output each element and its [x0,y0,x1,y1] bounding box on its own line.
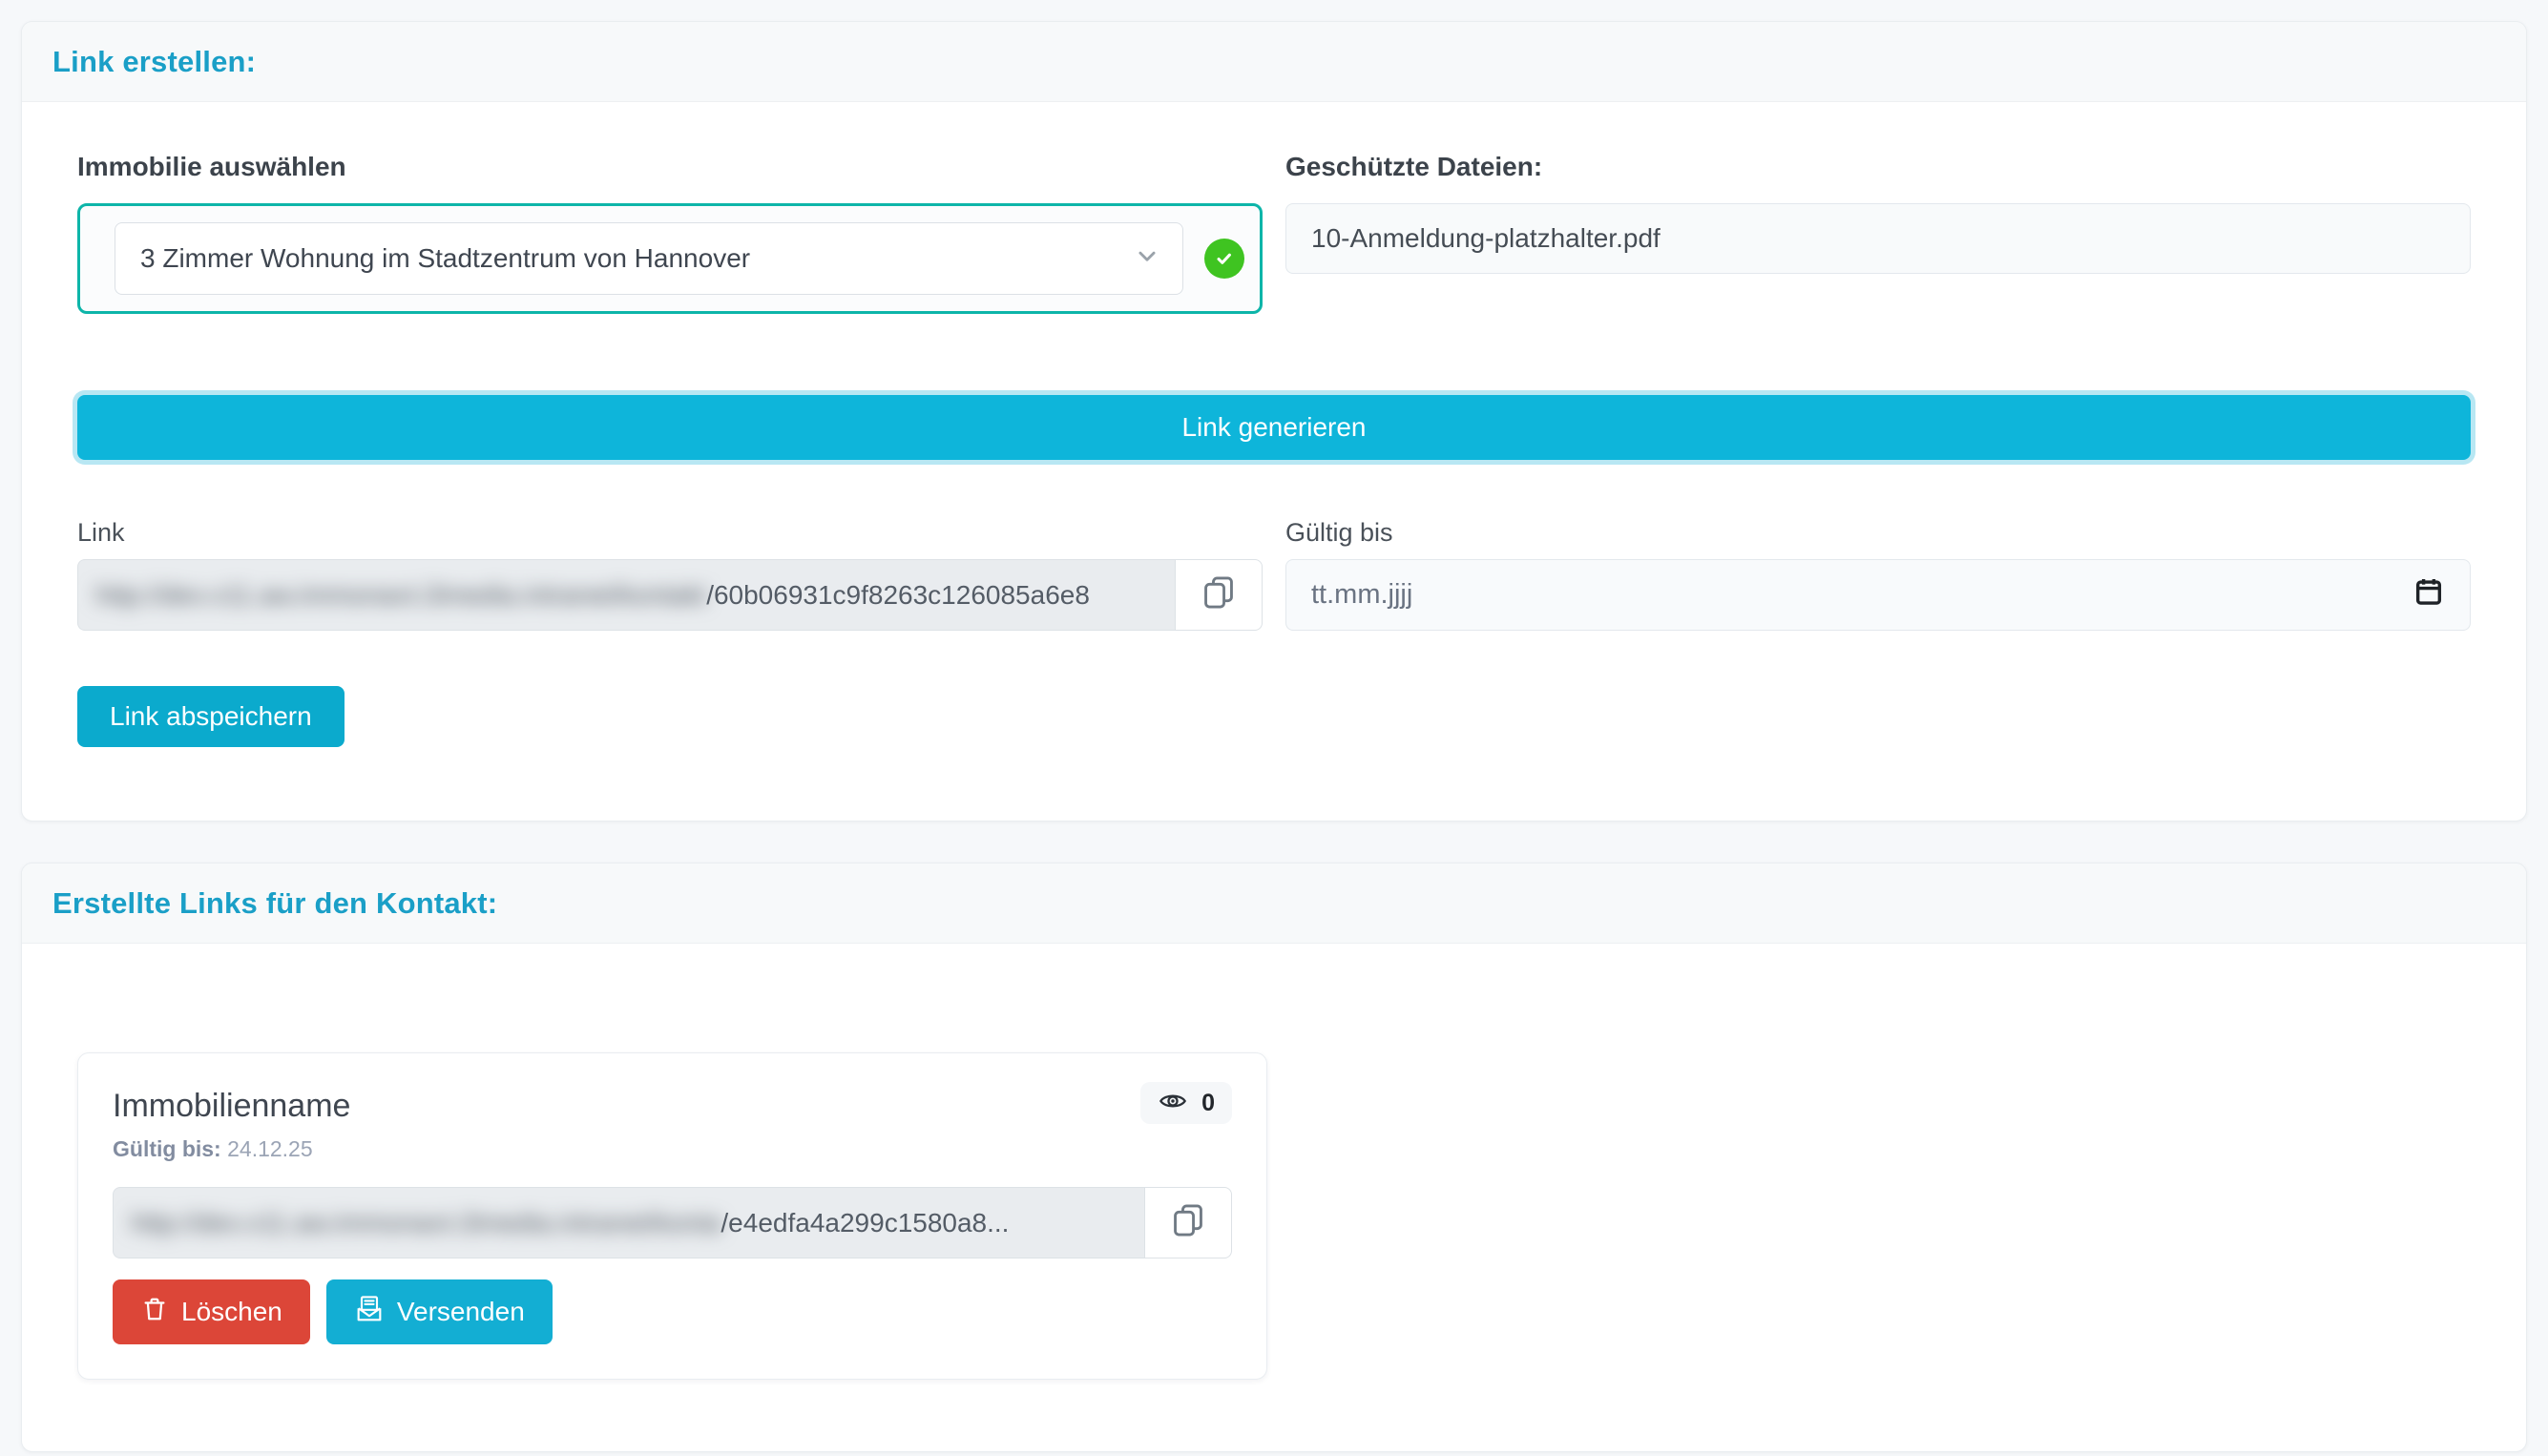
calendar-icon[interactable] [2412,575,2445,615]
property-select-valid-wrapper: 3 Zimmer Wohnung im Stadtzentrum von Han… [77,203,1263,314]
link-label: Link [77,518,125,547]
generate-link-button[interactable]: Link generieren [77,395,2471,460]
create-link-card-header: Link erstellen: [22,22,2526,102]
eye-icon [1158,1086,1188,1121]
send-link-button[interactable]: Versenden [325,1279,553,1344]
created-link-property-name: Immobilienname [113,1088,351,1124]
view-count-badge: 0 [1140,1082,1232,1124]
view-count: 0 [1201,1089,1215,1116]
link-input-group: http://dev.v11.aw.immonavt.i3media.intra… [77,559,1263,631]
protected-file-item: 10-Anmeldung-platzhalter.pdf [1285,203,2471,274]
trash-icon [140,1295,169,1330]
valid-until-column: Gültig bis tt.mm.jjjj [1285,518,2471,631]
link-visible-suffix: /60b06931c9f8263c126085a6e8 [706,579,1090,610]
copy-icon [1201,574,1237,615]
copy-icon [1170,1202,1206,1243]
created-links-title: Erstellte Links für den Kontakt: [52,885,498,920]
delete-button-label: Löschen [181,1297,282,1326]
protected-file-name: 10-Anmeldung-platzhalter.pdf [1311,223,1660,253]
created-link-validity: Gültig bis: 24.12.25 [113,1136,1232,1162]
delete-link-button[interactable]: Löschen [113,1279,310,1344]
link-input[interactable]: http://dev.v11.aw.immonavt.i3media.intra… [77,559,1175,631]
property-column: Immobilie auswählen 3 Zimmer Wohnung im … [77,152,1263,314]
send-button-label: Versenden [396,1297,525,1326]
create-link-card: Link erstellen: Immobilie auswählen 3 Zi… [21,21,2527,822]
created-link-input[interactable]: http://dev.v11.aw.immonavt.i3media.intra… [113,1187,1144,1258]
create-link-card-body: Immobilie auswählen 3 Zimmer Wohnung im … [22,102,2526,821]
created-link-visible-suffix: /e4edfa4a299c1580a8... [721,1207,1010,1238]
link-masked-prefix: http://dev.v11.aw.immonavt.i3media.intra… [95,579,707,610]
valid-until-date-input[interactable]: tt.mm.jjjj [1285,559,2471,631]
copy-link-button[interactable] [1175,559,1263,631]
created-links-card: Erstellte Links für den Kontakt: Immobil… [21,863,2527,1452]
link-column: Link http://dev.v11.aw.immonavt.i3media.… [77,518,1263,631]
create-link-title: Link erstellen: [52,44,257,78]
property-select[interactable]: 3 Zimmer Wohnung im Stadtzentrum von Han… [115,222,1183,295]
created-link-masked-prefix: http://dev.v11.aw.immonavt.i3media.intra… [131,1207,721,1238]
property-select-value: 3 Zimmer Wohnung im Stadtzentrum von Han… [140,243,751,273]
created-link-input-group: http://dev.v11.aw.immonavt.i3media.intra… [113,1187,1232,1258]
send-mail-icon [354,1294,385,1331]
date-placeholder: tt.mm.jjjj [1311,579,1413,610]
save-link-button[interactable]: Link abspeichern [77,686,345,747]
created-links-card-header: Erstellte Links für den Kontakt: [22,863,2526,944]
created-links-card-body: Immobilienname 0 Gültig bis: 24.12.25 [22,944,2526,1451]
created-link-validity-label: Gültig bis: [113,1136,221,1161]
chevron-down-icon [1131,239,1163,279]
property-select-label: Immobilie auswählen [77,152,346,181]
created-link-validity-value: 24.12.25 [227,1136,313,1161]
valid-check-icon [1204,239,1244,279]
protected-files-column: Geschützte Dateien: 10-Anmeldung-platzha… [1285,152,2471,314]
created-link-copy-button[interactable] [1144,1187,1232,1258]
protected-files-label: Geschützte Dateien: [1285,152,1543,181]
created-link-item: Immobilienname 0 Gültig bis: 24.12.25 [77,1052,1267,1380]
valid-until-label: Gültig bis [1285,518,1393,547]
